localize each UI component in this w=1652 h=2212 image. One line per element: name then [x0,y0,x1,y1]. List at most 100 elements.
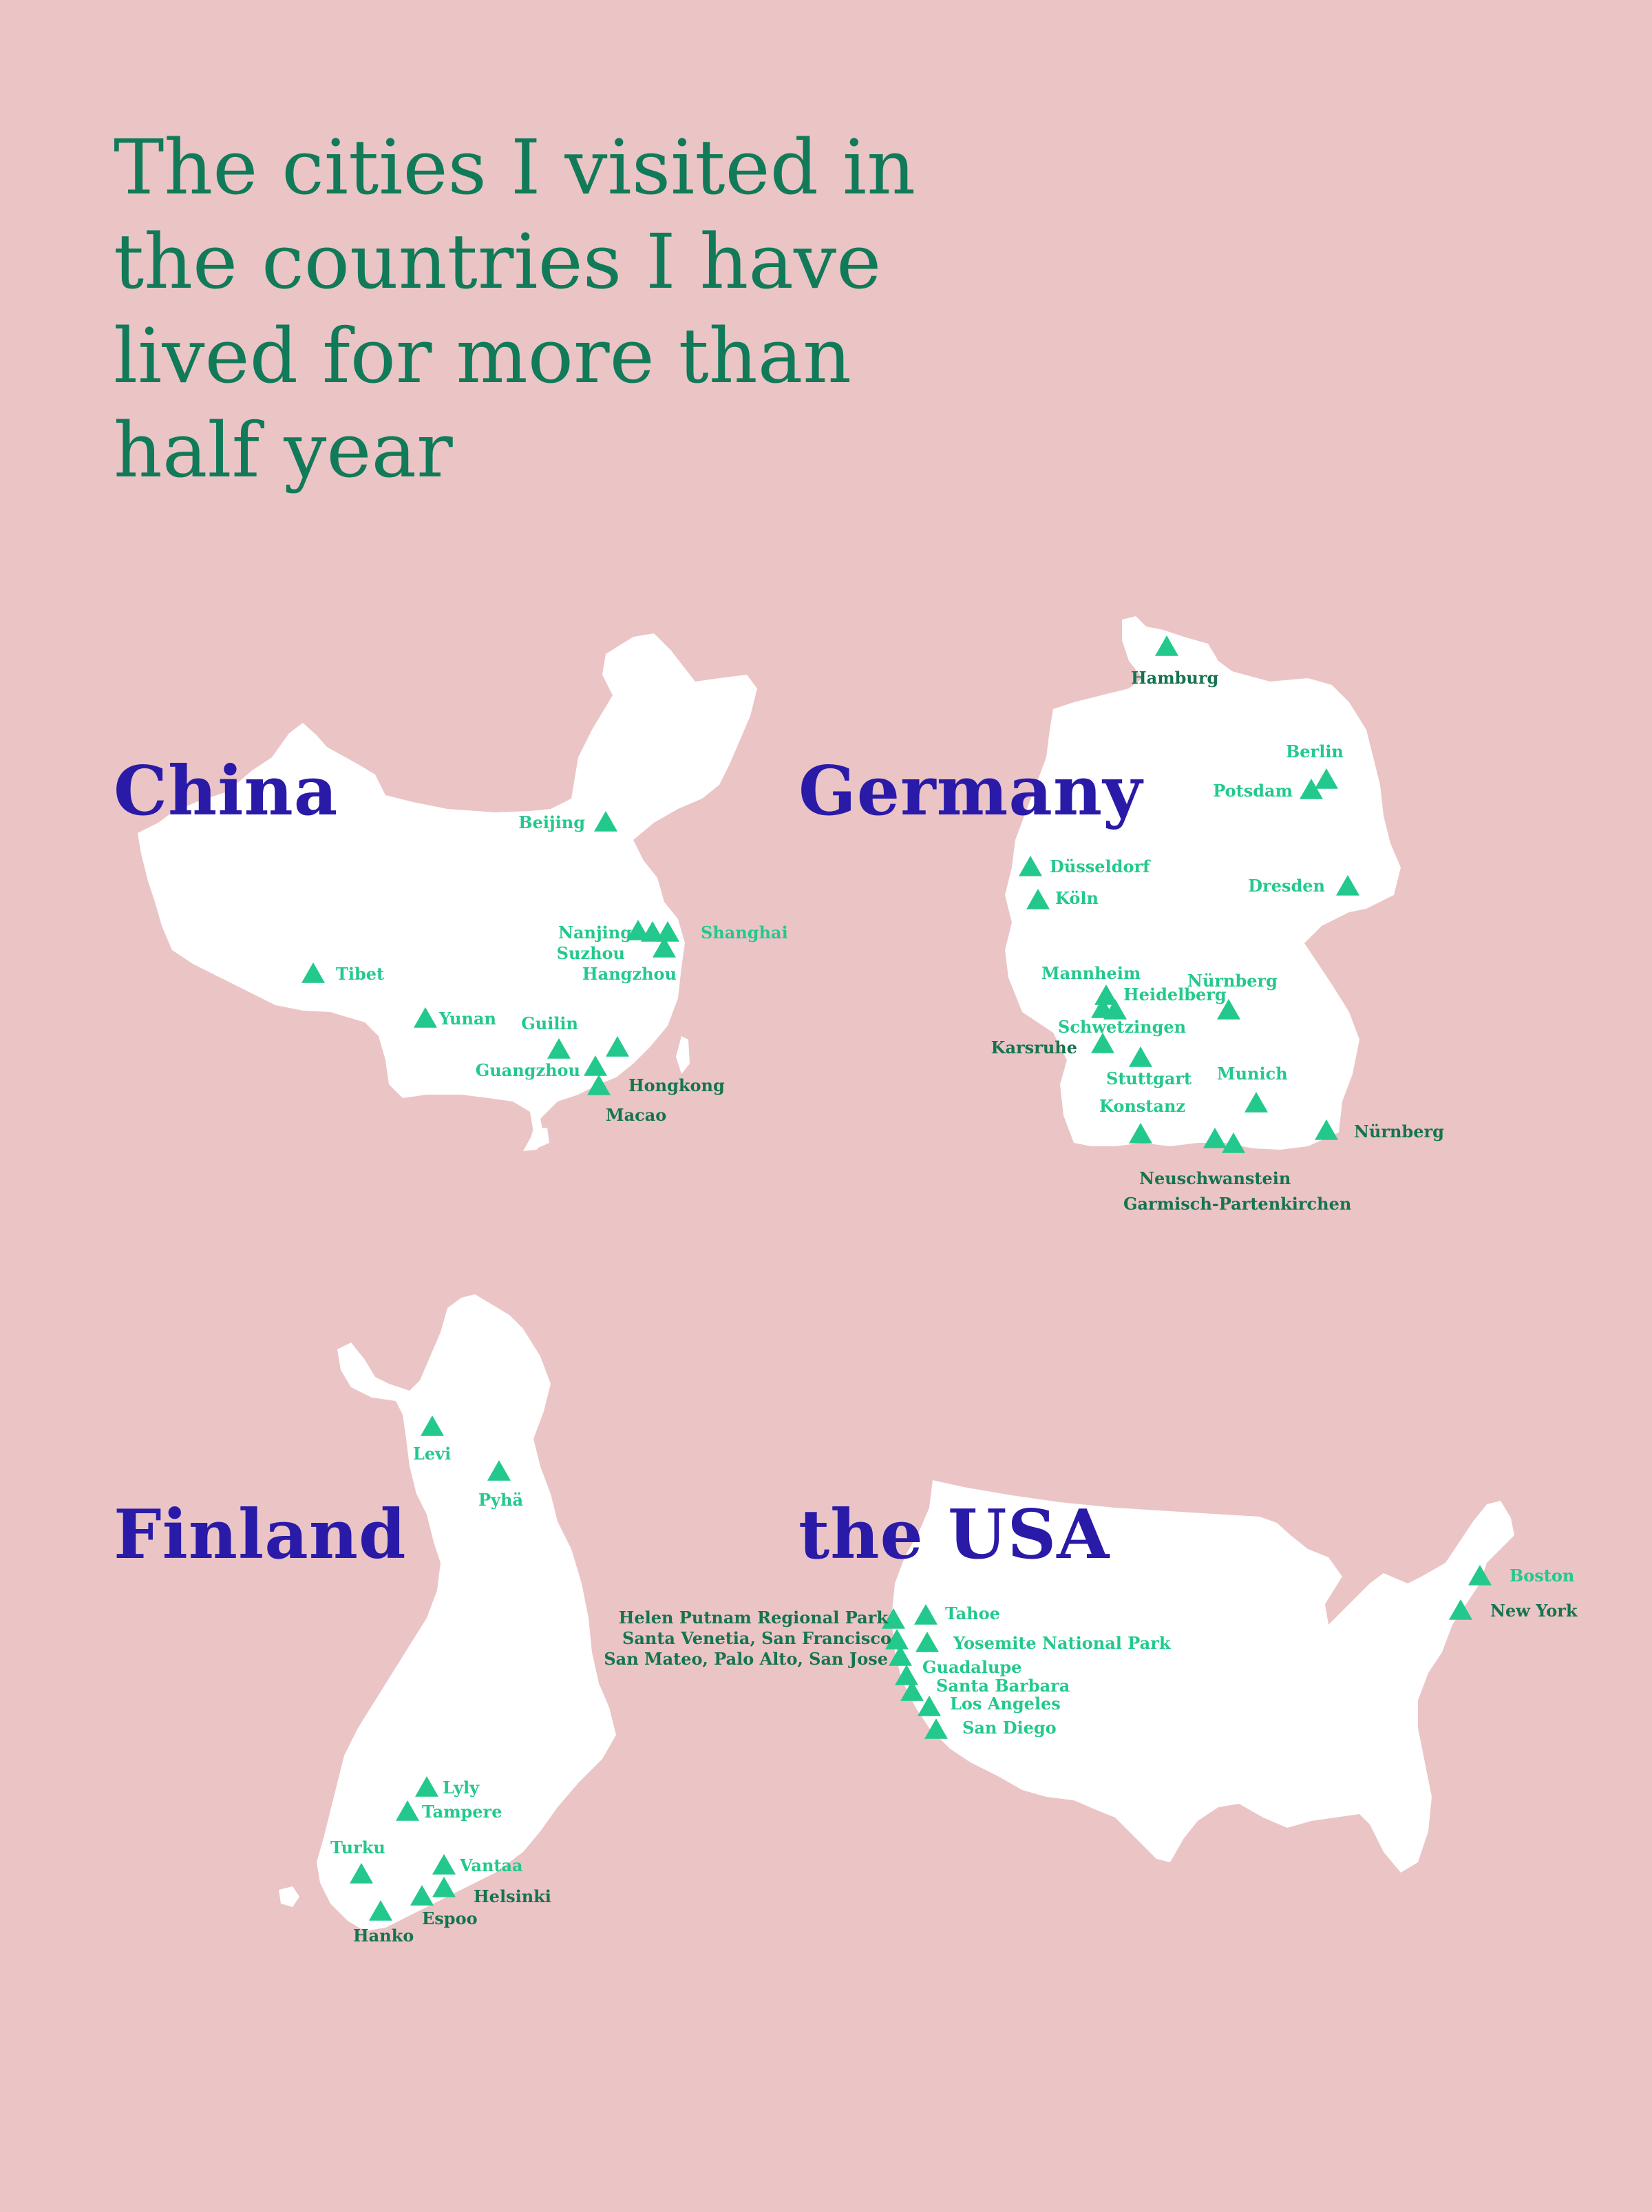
taiwan-island [676,1036,690,1074]
marker-germany-potsdam-icon [1300,779,1323,799]
city-label-germany-karsruhe: Karsruhe [991,1037,1077,1057]
marker-china-shanghai-icon [656,921,679,942]
marker-germany-dresden-icon [1336,875,1359,896]
marker-germany-neuschwanstein-icon [1203,1128,1227,1148]
city-label-germany-dresden: Dresden [1248,876,1325,896]
marker-china-macao-icon [587,1075,611,1095]
marker-germany-koln-icon [1026,889,1050,909]
marker-finland-lyly-icon [415,1776,438,1797]
page-title: The cities I visited in the countries I … [114,123,916,494]
marker-germany-garmisch-partenkirchen-icon [1222,1133,1245,1153]
marker-usa-santa-venetia-san-francisco-icon [885,1629,909,1650]
marker-finland-vantaa-icon [432,1854,456,1875]
marker-usa-helen-putnam-regional-park-icon [882,1608,905,1629]
city-label-china-shanghai: Shanghai [701,923,788,942]
city-label-finland-hanko: Hanko [353,1926,414,1946]
city-label-germany-konstanz: Konstanz [1099,1096,1185,1116]
city-label-usa-new-york: New York [1490,1601,1578,1621]
marker-germany-karsruhe-icon [1091,1033,1114,1053]
city-label-usa-san-mateo-palo-alto-san-jose: San Mateo, Palo Alto, San Jose [604,1649,888,1669]
city-label-china-yunan: Yunan [438,1009,496,1029]
city-label-germany-munich: Munich [1217,1064,1288,1084]
marker-germany-nurnberg-icon [1217,999,1240,1020]
marker-china-yunan-icon [414,1007,437,1028]
city-label-finland-tampere: Tampere [422,1802,502,1822]
city-label-germany-nurnberg: Nürnberg [1187,971,1278,991]
city-label-china-hongkong: Hongkong [628,1075,725,1095]
city-label-germany-berlin: Berlin [1286,741,1344,761]
city-label-usa-santa-venetia-san-francisco: Santa Venetia, San Francisco [622,1628,891,1648]
marker-finland-helsinki-icon [432,1877,456,1897]
marker-finland-turku-icon [350,1863,373,1884]
city-label-usa-guadalupe: Guadalupe [922,1657,1021,1677]
marker-china-guilin-icon [547,1038,571,1059]
marker-germany-dusseldorf-icon [1019,856,1042,876]
country-title-finland: Finland [114,1495,407,1574]
city-label-finland-helsinki: Helsinki [474,1886,551,1906]
marker-finland-tampere-icon [396,1800,419,1821]
city-label-china-nanjing: Nanjing [558,923,632,942]
marker-china-suzhou-icon [641,921,664,942]
city-label-usa-los-angeles: Los Angeles [950,1694,1061,1714]
country-title-china: China [114,752,339,831]
city-label-usa-tahoe: Tahoe [945,1603,1000,1623]
marker-germany-munich-icon [1245,1092,1268,1113]
city-label-usa-yosemite-national-park: Yosemite National Park [953,1633,1172,1653]
city-label-germany-koln: Köln [1055,888,1099,908]
marker-germany-hamburg-icon [1155,635,1178,656]
city-label-germany-nurnberg: Nürnberg [1354,1121,1444,1141]
city-label-germany-schwetzingen: Schwetzingen [1058,1017,1186,1037]
country-title-usa: the USA [798,1495,1110,1574]
marker-germany-konstanz-icon [1129,1123,1152,1144]
marker-usa-guadalupe-icon [895,1665,918,1685]
city-label-china-guangzhou: Guangzhou [476,1060,580,1080]
country-title-germany: Germany [798,752,1143,831]
marker-china-beijing-icon [594,811,617,832]
finland-map [317,1294,616,1931]
aland-islands [279,1886,299,1907]
city-label-usa-helen-putnam-regional-park: Helen Putnam Regional Park [619,1608,889,1628]
city-label-germany-neuschwanstein: Neuschwanstein [1139,1168,1291,1188]
marker-china-nanjing-icon [626,920,650,940]
marker-finland-pyha-icon [487,1460,511,1481]
china-map [138,633,757,1151]
marker-germany-stuttgart-icon [1129,1046,1152,1067]
marker-usa-san-diego-icon [924,1718,948,1739]
city-label-china-tibet: Tibet [336,964,384,984]
hainan-island [530,1128,549,1148]
marker-china-hongkong-icon [606,1036,629,1057]
city-label-germany-mannheim: Mannheim [1041,963,1141,983]
city-label-finland-espoo: Espoo [422,1908,478,1928]
city-label-finland-turku: Turku [330,1837,385,1857]
marker-usa-santa-barbara-icon [900,1681,924,1701]
usa-map [891,1480,1514,1873]
marker-finland-espoo-icon [410,1885,434,1906]
marker-usa-san-mateo-palo-alto-san-jose-icon [889,1645,912,1666]
city-label-germany-heidelberg: Heidelberg [1123,984,1227,1004]
marker-finland-hanko-icon [369,1900,392,1921]
marker-finland-levi-icon [421,1415,444,1436]
marker-usa-new-york-icon [1449,1599,1472,1620]
city-label-germany-hamburg: Hamburg [1131,668,1218,688]
marker-usa-tahoe-icon [914,1604,938,1625]
city-label-finland-pyha: Pyhä [478,1490,523,1510]
city-label-germany-stuttgart: Stuttgart [1106,1068,1192,1088]
city-label-usa-santa-barbara: Santa Barbara [936,1676,1070,1696]
city-label-germany-dusseldorf: Düsseldorf [1050,856,1151,876]
city-label-usa-san-diego: San Diego [962,1718,1057,1738]
marker-germany-berlin-icon [1315,768,1338,789]
marker-china-guangzhou-icon [584,1055,607,1076]
marker-germany-mannheim-icon [1094,984,1118,1005]
marker-usa-boston-icon [1468,1565,1492,1586]
city-label-usa-boston: Boston [1510,1566,1574,1586]
germany-map [1005,616,1401,1150]
marker-china-tibet-icon [301,962,325,983]
city-label-finland-levi: Levi [413,1444,451,1464]
city-label-china-guilin: Guilin [521,1013,578,1033]
city-label-china-suzhou: Suzhou [557,943,625,963]
city-label-china-macao: Macao [606,1105,666,1125]
marker-china-hangzhou-icon [653,937,676,958]
city-label-china-beijing: Beijing [518,812,585,832]
